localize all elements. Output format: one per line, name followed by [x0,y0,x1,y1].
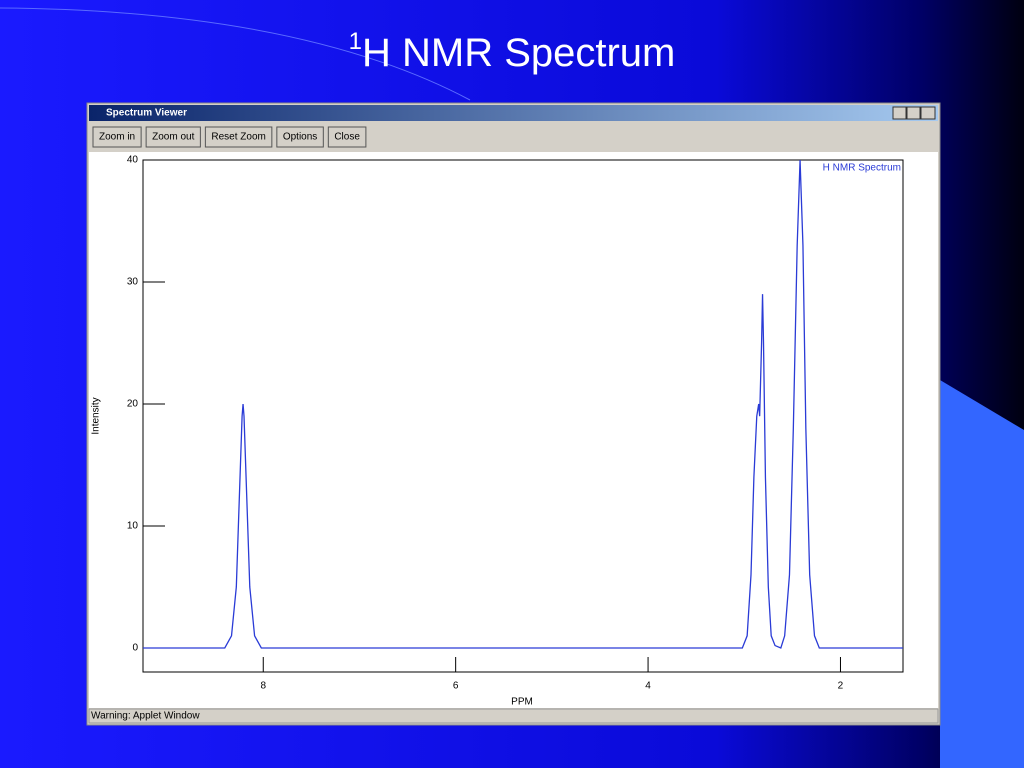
x-axis-label: PPM [511,697,533,708]
plot-panel [89,152,938,708]
x-tick-label: 6 [453,681,459,692]
toolbar-button[interactable]: Reset Zoom [204,126,273,148]
button-face[interactable] [204,126,273,148]
x-tick-label: 8 [260,681,266,692]
y-axis-label: Intensity [91,397,102,434]
status-bar [88,708,939,724]
y-tick-label: 10 [127,521,139,532]
y-tick-label: 30 [127,277,139,288]
decoration-line [0,7,471,101]
maximize-button[interactable] [906,106,921,120]
toolbar-button[interactable]: Options [276,126,324,148]
y-tick-label: 40 [127,155,139,166]
decoration [940,380,1024,768]
y-tick-label: 0 [132,643,138,654]
button-face[interactable] [276,126,324,148]
x-tick-label: 2 [838,681,844,692]
close-window-button[interactable] [920,106,936,120]
button-label[interactable]: Reset Zoom [211,132,265,143]
title-text: H NMR Spectrum [362,31,675,75]
toolbar: Zoom in Zoom out Reset Zoom Options Close [92,126,367,148]
x-tick-label: 4 [645,681,651,692]
toolbar-button[interactable]: Close [327,126,367,148]
button-label[interactable]: Zoom in [99,132,135,143]
legend-label: H NMR Spectrum [823,163,901,174]
button-label[interactable]: Zoom out [152,132,194,143]
toolbar-button[interactable]: Zoom out [145,126,201,148]
button-label[interactable]: Options [283,132,317,143]
y-tick-label: 20 [127,399,139,410]
button-face[interactable] [92,126,142,148]
toolbar-button[interactable]: Zoom in [92,126,142,148]
button-label[interactable]: Close [334,132,360,143]
button-face[interactable] [327,126,367,148]
slide-title: 1H NMR Spectrum [349,28,676,74]
minimize-button[interactable] [892,106,907,120]
window-title: Spectrum Viewer [106,108,187,119]
plot-frame [142,159,904,673]
spectrum-line [143,159,903,649]
button-face[interactable] [145,126,201,148]
status-text: Warning: Applet Window [91,711,200,722]
title-bar [89,105,938,121]
title-superscript: 1 [349,28,362,55]
